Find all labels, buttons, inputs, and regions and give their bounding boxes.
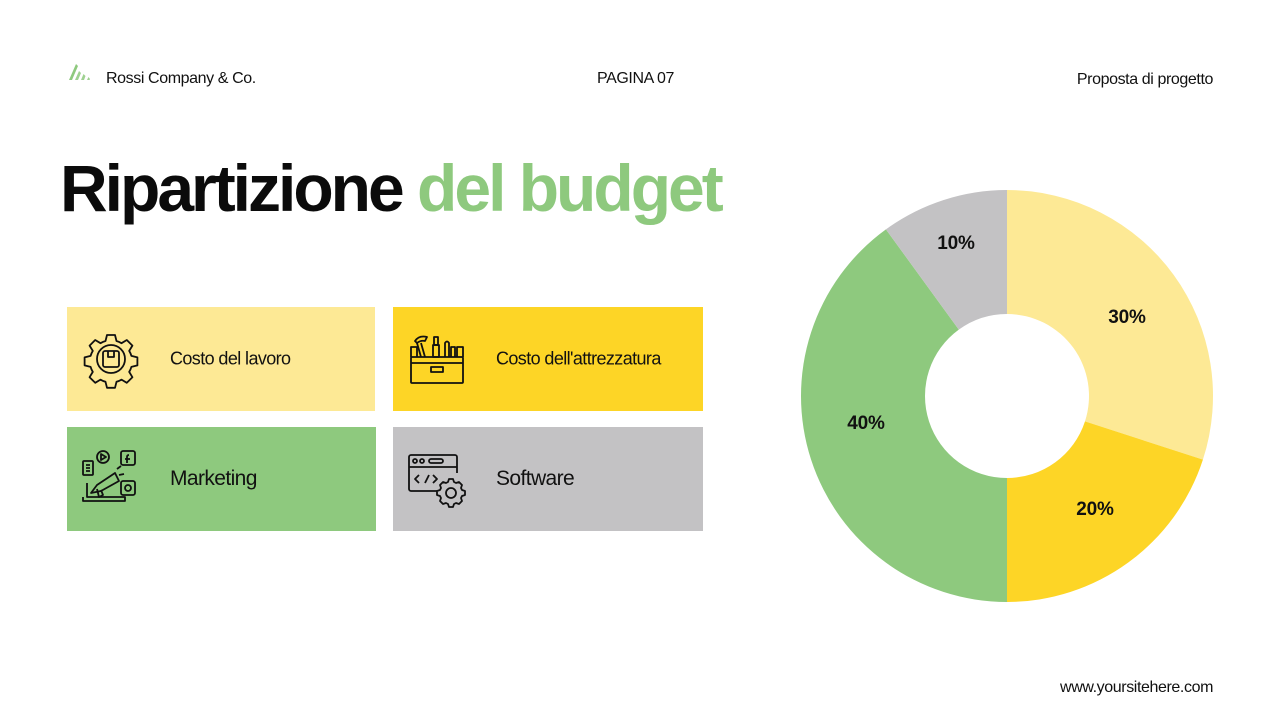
budget-donut-chart: 30% 20% 40% 10% xyxy=(797,186,1217,606)
category-card-marketing: Marketing xyxy=(67,427,376,531)
category-card-software: Software xyxy=(393,427,703,531)
company-name: Rossi Company & Co. xyxy=(106,70,256,87)
category-label: Costo del lavoro xyxy=(170,348,291,369)
code-window-gear-icon xyxy=(407,449,467,509)
megaphone-social-icon xyxy=(81,449,141,509)
category-card-labor: Costo del lavoro xyxy=(67,307,375,411)
slice-label-labor: 30% xyxy=(1108,307,1146,328)
category-label: Costo dell'attrezzatura xyxy=(496,348,661,369)
category-card-equipment: Costo dell'attrezzatura xyxy=(393,307,703,411)
website-url[interactable]: www.yoursitehere.com xyxy=(1060,679,1213,696)
gear-box-icon xyxy=(81,329,141,389)
donut-slice xyxy=(885,190,1007,330)
logo-icon xyxy=(66,58,92,84)
toolbox-icon xyxy=(407,329,467,389)
document-type: Proposta di progetto xyxy=(1076,71,1214,88)
title-accent: del budget xyxy=(417,151,724,225)
donut-svg xyxy=(801,190,1213,602)
title-main: Ripartizione xyxy=(60,151,405,225)
category-label: Marketing xyxy=(170,467,257,490)
page-number: PAGINA 07 xyxy=(597,70,675,87)
donut-slice xyxy=(801,229,1007,602)
slice-label-equipment: 20% xyxy=(1076,499,1114,520)
donut-slice xyxy=(1007,421,1203,602)
slice-label-marketing: 40% xyxy=(847,413,885,434)
donut-slice xyxy=(1007,190,1213,460)
slice-label-software: 10% xyxy=(937,233,975,254)
category-label: Software xyxy=(496,467,575,490)
page-title: Ripartizione del budget xyxy=(60,148,724,228)
